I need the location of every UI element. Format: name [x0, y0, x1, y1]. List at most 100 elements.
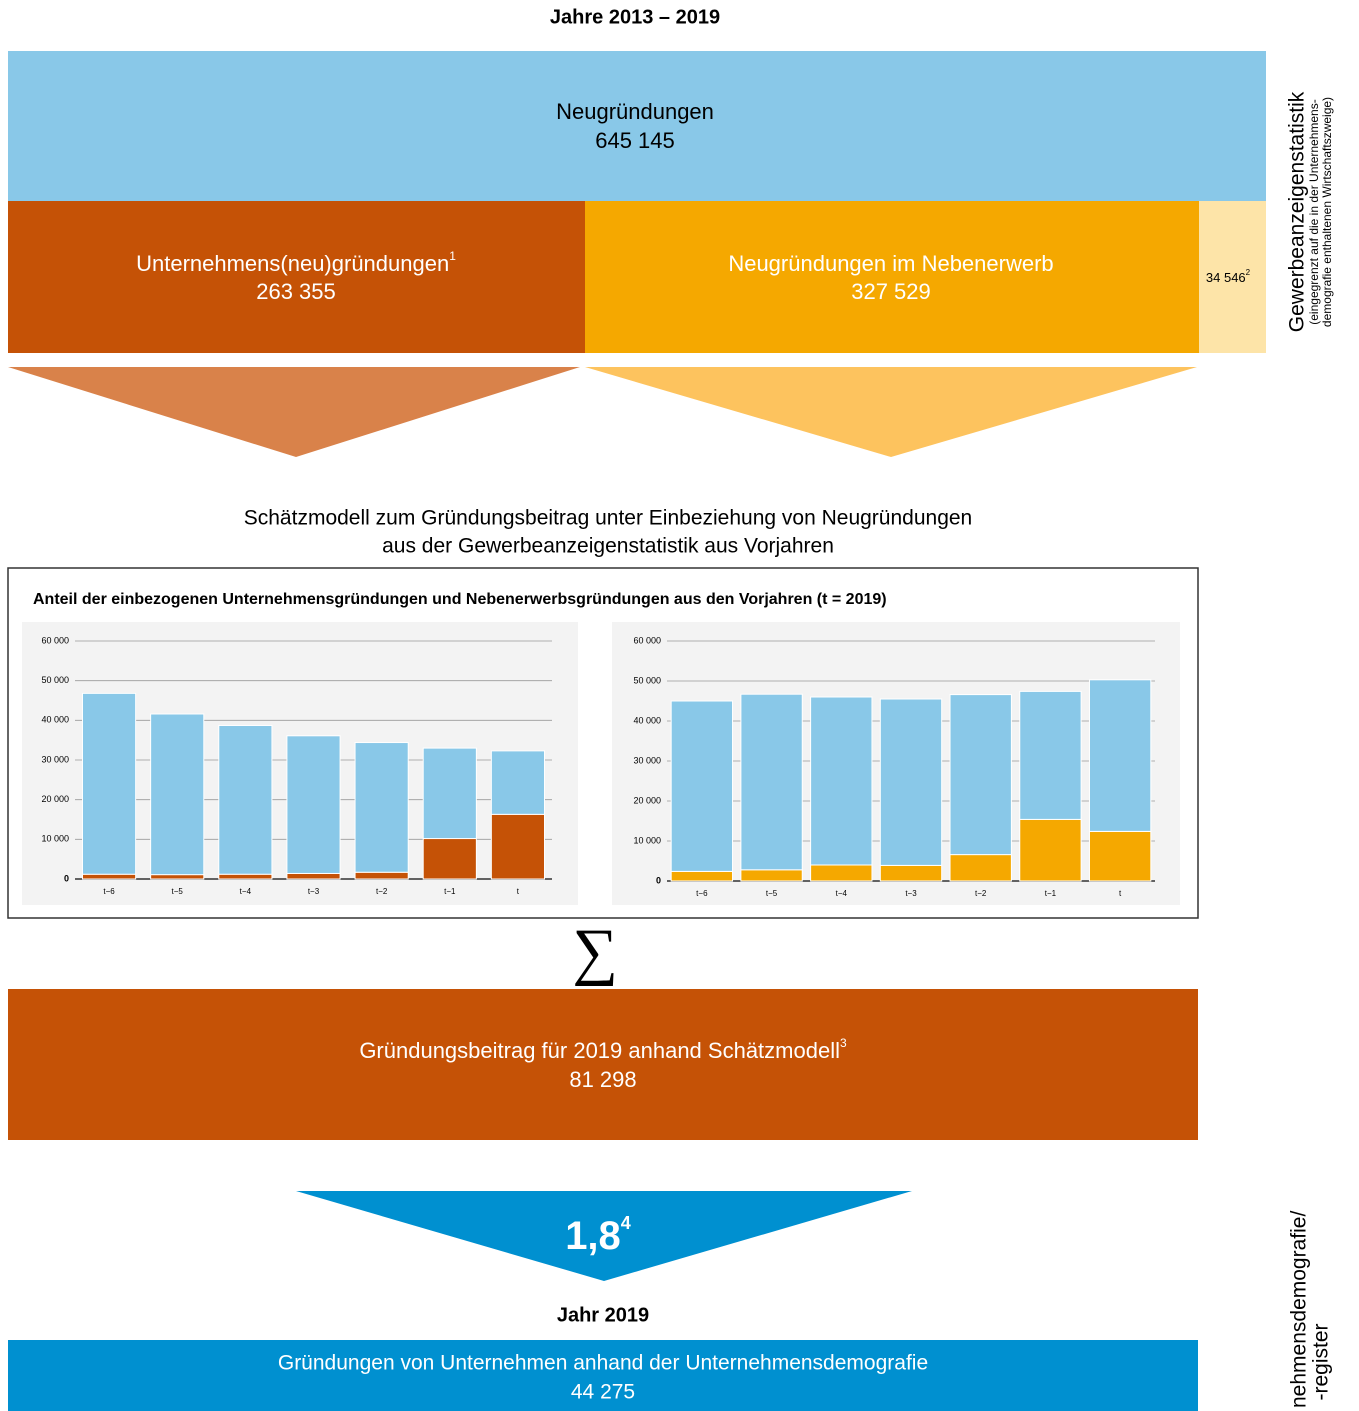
- top-label: Neugründungen: [556, 99, 714, 124]
- year-title: Jahr 2019: [557, 1304, 649, 1326]
- x-tick-label: t−2: [376, 887, 388, 896]
- model-line: aus der Gewerbeanzeigenstatistik aus Vor…: [382, 535, 834, 558]
- x-tick-label: t−5: [172, 887, 184, 896]
- x-tick-label: t−5: [766, 889, 778, 898]
- top-box: [8, 51, 1266, 201]
- y-tick-label: 20 000: [633, 795, 661, 805]
- result-box: [8, 989, 1198, 1140]
- bar-segment: [810, 864, 873, 882]
- x-tick-label: t: [517, 887, 520, 896]
- bar-segment: [740, 693, 803, 871]
- x-tick-label: t−4: [240, 887, 252, 896]
- y-tick-label: 10 000: [41, 834, 69, 844]
- footnote: 4: [621, 1213, 631, 1233]
- result-label: Gründungsbeitrag für 2019 anhand Schätzm…: [359, 1036, 847, 1063]
- bar-segment: [949, 694, 1012, 856]
- bar-segment: [286, 872, 341, 880]
- footnote: 1: [449, 249, 456, 263]
- x-tick-label: t: [1119, 889, 1122, 898]
- rest-value: 34 5462: [1206, 268, 1251, 285]
- bar-segment: [879, 698, 943, 866]
- arrow-left: [8, 367, 580, 457]
- x-tick-label: t−2: [975, 889, 987, 898]
- y-tick-label: 0: [656, 875, 661, 885]
- y-tick-label: 20 000: [41, 794, 69, 804]
- bottom-label: Gründungen von Unternehmen anhand der Un…: [278, 1352, 928, 1375]
- bar-segment: [422, 747, 477, 840]
- y-tick-label: 40 000: [41, 715, 69, 725]
- bar-segment: [286, 735, 341, 874]
- bar-segment: [422, 838, 477, 880]
- bar-segment: [218, 724, 273, 875]
- bar-segment: [949, 854, 1012, 882]
- side-bottom: -register: [1310, 1323, 1333, 1400]
- bottom-value: 44 275: [571, 1381, 635, 1404]
- x-tick-label: t−1: [1045, 889, 1057, 898]
- bar-segment: [879, 864, 943, 882]
- box-side-business: [585, 201, 1199, 353]
- bar-segment: [218, 873, 273, 880]
- box-company: [8, 201, 585, 353]
- top-value: 645 145: [595, 128, 675, 153]
- y-tick-label: 40 000: [633, 715, 661, 725]
- y-tick-label: 60 000: [633, 635, 661, 645]
- footnote: 3: [840, 1036, 847, 1050]
- result-value: 81 298: [569, 1067, 636, 1092]
- footnote: 2: [1246, 268, 1251, 277]
- side-bottom: nehmensdemografie/: [1288, 1211, 1311, 1408]
- arrow-right: [585, 367, 1197, 457]
- y-tick-label: 50 000: [41, 675, 69, 685]
- bar-segment: [354, 871, 409, 880]
- bar-segment: [354, 742, 409, 873]
- side-note: (eingegrenzt auf die in der Unternehmens…: [1307, 99, 1321, 324]
- x-tick-label: t−6: [696, 889, 708, 898]
- bar-segment: [150, 713, 205, 876]
- x-tick-label: t−1: [444, 887, 456, 896]
- value: 34 546: [1206, 270, 1246, 285]
- side-title: Gewerbeanzeigenstatistik: [1286, 91, 1309, 332]
- side-label: Neugründungen im Nebenerwerb: [728, 251, 1053, 276]
- side-top: Gewerbeanzeigenstatistik (eingegrenzt au…: [1286, 91, 1335, 332]
- bar-segment: [150, 874, 205, 880]
- sum-symbol: ∑: [572, 916, 618, 987]
- model-line: Schätzmodell zum Gründungsbeitrag unter …: [244, 507, 972, 530]
- x-tick-label: t−4: [836, 889, 848, 898]
- company-label: Unternehmens(neu)gründungen1: [136, 249, 456, 276]
- label: Unternehmens(neu)gründungen: [136, 251, 449, 276]
- bar-segment: [670, 870, 734, 882]
- bar-segment: [490, 750, 546, 815]
- bar-segment: [81, 692, 137, 875]
- x-tick-label: t−3: [905, 889, 917, 898]
- bar-segment: [1019, 690, 1082, 820]
- bar-segment: [670, 700, 734, 872]
- period-title: Jahre 2013 – 2019: [550, 6, 720, 28]
- y-tick-label: 30 000: [41, 754, 69, 764]
- bar-segment: [810, 696, 873, 866]
- bar-segment: [490, 813, 546, 880]
- box-rest: [1199, 201, 1266, 353]
- bar-segment: [740, 869, 803, 882]
- factor: 1,84: [565, 1213, 631, 1258]
- bar-segment: [1088, 679, 1152, 832]
- charts-title: Anteil der einbezogenen Unternehmensgrün…: [33, 591, 887, 608]
- bar-segment: [1019, 818, 1082, 882]
- y-tick-label: 60 000: [41, 635, 69, 645]
- company-value: 263 355: [256, 279, 336, 304]
- value: 1,8: [565, 1214, 621, 1258]
- factor-arrow: [296, 1191, 912, 1281]
- x-tick-label: t−3: [308, 887, 320, 896]
- y-tick-label: 50 000: [633, 675, 661, 685]
- bottom-box: [8, 1340, 1198, 1411]
- y-tick-label: 0: [64, 873, 69, 883]
- bar-segment: [1088, 830, 1152, 882]
- side-value: 327 529: [851, 279, 931, 304]
- label: Gründungsbeitrag für 2019 anhand Schätzm…: [359, 1038, 840, 1063]
- side-note: demografie enthaltenen Wirtschaftszweige…: [1320, 97, 1334, 327]
- charts: 0 10 000 20 000 30 000 40 000 50 000 60 000 t−6…: [41, 635, 1155, 898]
- y-tick-label: 30 000: [633, 755, 661, 765]
- bar-segment: [81, 873, 137, 880]
- x-tick-label: t−6: [103, 887, 115, 896]
- y-tick-label: 10 000: [633, 835, 661, 845]
